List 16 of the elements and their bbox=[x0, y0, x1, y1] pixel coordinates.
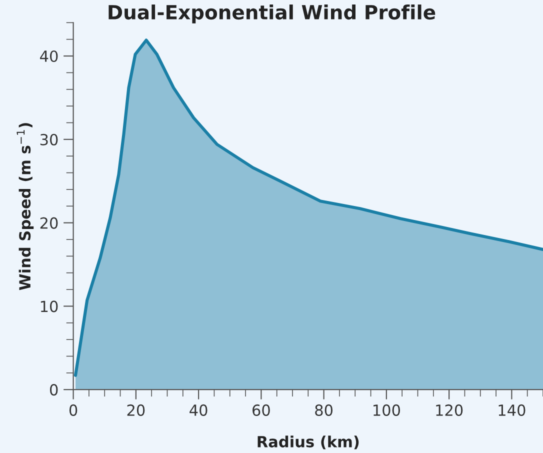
x-tick-label: 140 bbox=[498, 404, 526, 416]
x-tick-label: 120 bbox=[436, 404, 463, 416]
y-tick-label: 0 bbox=[50, 384, 58, 396]
y-tick-label: 40 bbox=[40, 50, 58, 62]
x-tick-label: 0 bbox=[69, 404, 78, 416]
x-tick-label: 80 bbox=[315, 404, 333, 416]
x-tick-label: 100 bbox=[374, 404, 400, 416]
x-tick-label: 20 bbox=[127, 404, 145, 416]
y-tick-label: 30 bbox=[40, 134, 58, 146]
x-axis-title: Radius (km) bbox=[258, 436, 359, 450]
y-tick-label: 20 bbox=[40, 217, 58, 229]
y-tick-label: 10 bbox=[40, 300, 58, 312]
y-axis-title: Wind Speed (m s$^{−1}$) bbox=[16, 123, 34, 290]
x-tick-label: 60 bbox=[252, 404, 270, 416]
x-tick-label: 40 bbox=[190, 404, 208, 416]
chart-title: Dual-Exponential Wind Profile bbox=[108, 4, 436, 24]
